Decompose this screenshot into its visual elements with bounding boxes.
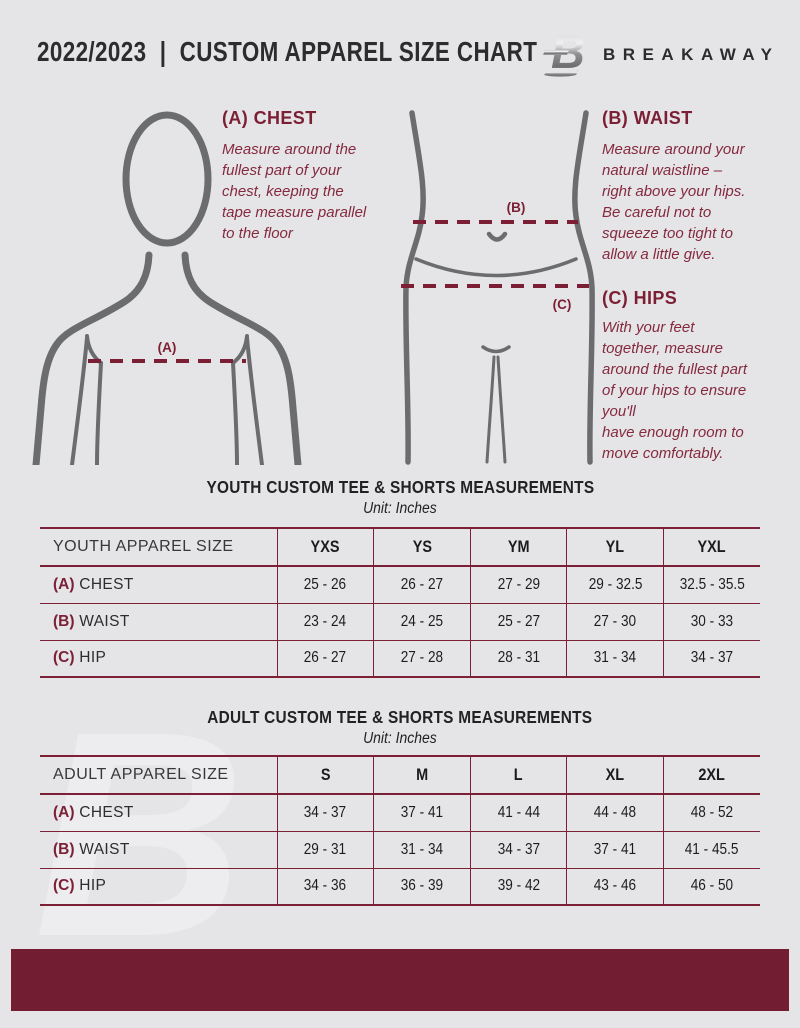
footer-accent-bar (11, 949, 789, 1011)
figure-crotch (481, 345, 511, 354)
measurement-value-cell: 30 - 33 (662, 602, 760, 640)
page-title: 2022/2023 | CUSTOM APPAREL SIZE CHART (37, 36, 538, 67)
measurement-value-cell: 32.5 - 35.5 (662, 565, 760, 603)
hips-guide-text: With your feet together, measure around … (602, 319, 748, 462)
size-header-row: YOUTH APPAREL SIZE YXS YS YM YL YXL (40, 528, 760, 566)
measurement-value-cell: 29 - 32.5 (566, 565, 664, 603)
size-column-header: 2XL (662, 756, 760, 794)
figure-head (122, 111, 212, 247)
measurement-value-cell: 41 - 44 (469, 793, 567, 831)
measurement-value-cell: 37 - 41 (566, 830, 664, 868)
size-column-header: YXL (662, 528, 760, 566)
waist-marker-label: (B) (507, 200, 526, 215)
measurement-row: (C) HIP 26 - 27 27 - 28 28 - 31 31 - 34 34 - … (40, 639, 760, 677)
measurement-value-cell: 41 - 45.5 (662, 830, 760, 868)
youth-section-title-text: YOUTH CUSTOM TEE & SHORTS MEASUREMENTS (206, 477, 594, 497)
size-column-header: YXS (276, 528, 374, 566)
measurement-row-label: (A) CHEST (40, 793, 277, 831)
measurement-value-cell: 23 - 24 (276, 602, 374, 640)
waist-guide-text: Measure around your natural waistline – … (602, 141, 746, 263)
measurement-row: (C) HIP 34 - 36 36 - 39 39 - 42 43 - 46 46 - … (40, 867, 760, 905)
measurement-row: (A) CHEST 25 - 26 26 - 27 27 - 29 29 - 32.5 3… (40, 565, 760, 603)
size-column-header: L (469, 756, 567, 794)
measurement-row-label: (A) CHEST (40, 565, 277, 603)
size-column-header: M (373, 756, 471, 794)
measurement-row: (B) WAIST 29 - 31 31 - 34 34 - 37 37 - 41 41 … (40, 830, 760, 868)
measurement-value-cell: 26 - 27 (276, 639, 374, 677)
measurement-value-cell: 28 - 31 (469, 639, 567, 677)
brand-name: BREAKAWAY (603, 45, 780, 64)
youth-section-unit-text: Unit: Inches (363, 500, 437, 517)
measurement-value-cell: 34 - 36 (276, 867, 374, 905)
measurement-value-cell: 46 - 50 (662, 867, 760, 905)
breakaway-logo-icon: B (543, 25, 585, 78)
adult-section-title: ADULT CUSTOM TEE & SHORTS MEASUREMENTS (0, 707, 800, 728)
figure-left-shoulder-arm (32, 251, 153, 465)
size-axis-label: ADULT APPAREL SIZE (53, 766, 229, 783)
measurement-row: (B) WAIST 23 - 24 24 - 25 25 - 27 27 - 30 30 … (40, 602, 760, 640)
adult-section-unit: Unit: Inches (0, 730, 800, 748)
measurement-row-label: (B) WAIST (40, 830, 277, 868)
measurement-value-cell: 31 - 34 (373, 830, 471, 868)
figure-right-shoulder-arm (181, 251, 302, 465)
measurement-value-cell: 27 - 30 (566, 602, 664, 640)
measurement-value-cell: 27 - 28 (373, 639, 471, 677)
hips-marker-label: (C) (553, 297, 572, 312)
measurement-value-cell: 36 - 39 (373, 867, 471, 905)
measurement-value-cell: 44 - 48 (566, 793, 664, 831)
figure-right-side (572, 110, 595, 465)
waist-guide-heading: (B) WAIST (602, 108, 693, 128)
measurement-row: (A) CHEST 34 - 37 37 - 41 41 - 44 44 - 48 48 … (40, 793, 760, 831)
measurement-value-cell: 34 - 37 (469, 830, 567, 868)
measurement-value-cell: 34 - 37 (662, 639, 760, 677)
size-column-header: XL (566, 756, 664, 794)
lower-body-figure-illustration: (B) (C) (401, 110, 595, 465)
measurement-value-cell: 43 - 46 (566, 867, 664, 905)
adult-size-table: ADULT APPAREL SIZE S M L XL 2XL (A) CHEST 34 - … (40, 755, 760, 906)
measurement-value-cell: 25 - 27 (469, 602, 567, 640)
hips-guide-heading: (C) HIPS (602, 288, 678, 308)
size-axis-label: YOUTH APPAREL SIZE (53, 538, 234, 555)
figure-left-side (403, 110, 426, 465)
measurement-value-cell: 24 - 25 (373, 602, 471, 640)
figure-hip-line (414, 257, 578, 278)
size-column-header: YS (373, 528, 471, 566)
youth-section-title: YOUTH CUSTOM TEE & SHORTS MEASUREMENTS (0, 477, 800, 498)
chest-figure-illustration: (A) (32, 111, 302, 465)
measurement-row-label: (B) WAIST (40, 602, 277, 640)
youth-section-unit: Unit: Inches (0, 500, 800, 518)
size-column-header: YL (566, 528, 664, 566)
size-header-row: ADULT APPAREL SIZE S M L XL 2XL (40, 756, 760, 794)
measurement-row-label: (C) HIP (40, 867, 277, 905)
figure-navel (486, 231, 508, 242)
chest-guide-heading: (A) CHEST (222, 108, 317, 128)
measurement-value-cell: 34 - 37 (276, 793, 374, 831)
size-column-header: YM (469, 528, 567, 566)
measurement-value-cell: 25 - 26 (276, 565, 374, 603)
adult-section-unit-text: Unit: Inches (363, 730, 437, 747)
adult-section-title-text: ADULT CUSTOM TEE & SHORTS MEASUREMENTS (207, 707, 593, 727)
measurement-row-label: (C) HIP (40, 639, 277, 677)
chest-guide-text: Measure around the fullest part of your … (222, 141, 367, 242)
measurement-value-cell: 39 - 42 (469, 867, 567, 905)
measurement-value-cell: 31 - 34 (566, 639, 664, 677)
youth-size-table: YOUTH APPAREL SIZE YXS YS YM YL YXL (A) CHEST 2… (40, 527, 760, 678)
measurement-value-cell: 29 - 31 (276, 830, 374, 868)
measurement-value-cell: 27 - 29 (469, 565, 567, 603)
measurement-value-cell: 37 - 41 (373, 793, 471, 831)
size-column-header: S (276, 756, 374, 794)
measurement-value-cell: 48 - 52 (662, 793, 760, 831)
measurement-value-cell: 26 - 27 (373, 565, 471, 603)
chest-marker-label: (A) (158, 340, 177, 355)
